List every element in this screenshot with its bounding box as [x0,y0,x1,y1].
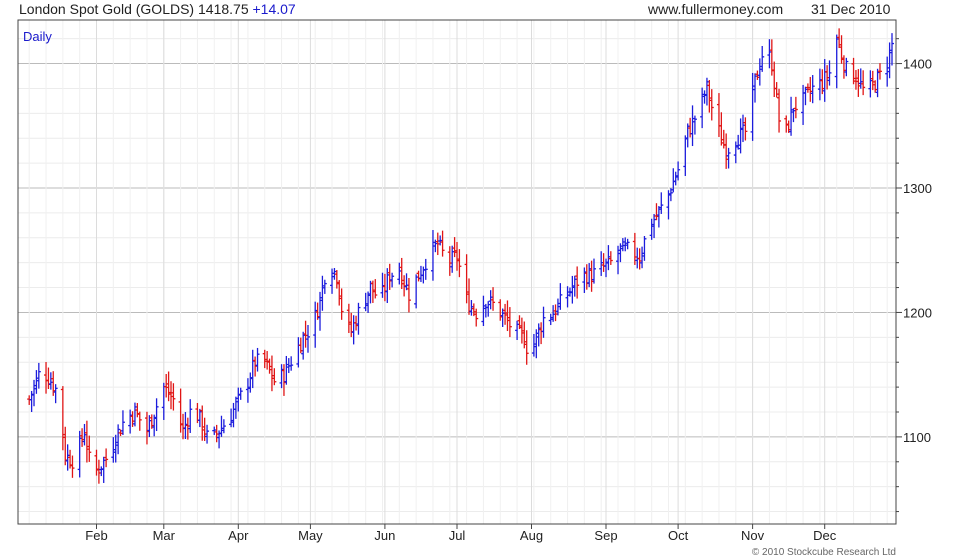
y-tick-label: 1100 [903,430,931,445]
x-tick-label: Apr [228,528,249,543]
site-url[interactable]: www.fullermoney.com [648,1,784,17]
y-tick-label: 1300 [903,181,932,196]
x-tick-label: Oct [668,528,689,543]
plot-frame [17,19,897,525]
x-tick-label: Sep [594,528,617,543]
instrument-header: London Spot Gold (GOLDS) 1418.75 +14.07 [19,0,296,18]
x-tick-label: Mar [153,528,176,543]
chart-date: 31 Dec 2010 [811,1,891,17]
instrument-name: London Spot Gold (GOLDS) [19,1,195,17]
x-tick-label: May [298,528,323,543]
x-tick-label: Jun [374,528,395,543]
x-tick-label: Aug [520,528,543,543]
x-tick-label: Nov [741,528,765,543]
last-price: 1418.75 [198,1,249,17]
copyright-notice: © 2010 Stockcube Research Ltd [751,547,896,558]
price-change: +14.07 [252,1,296,17]
x-tick-label: Jul [449,528,466,543]
x-tick-label: Dec [813,528,837,543]
y-tick-label: 1400 [903,57,932,72]
x-tick-label: Feb [85,528,107,543]
frequency-label: Daily [23,29,52,44]
y-tick-label: 1200 [903,305,932,320]
